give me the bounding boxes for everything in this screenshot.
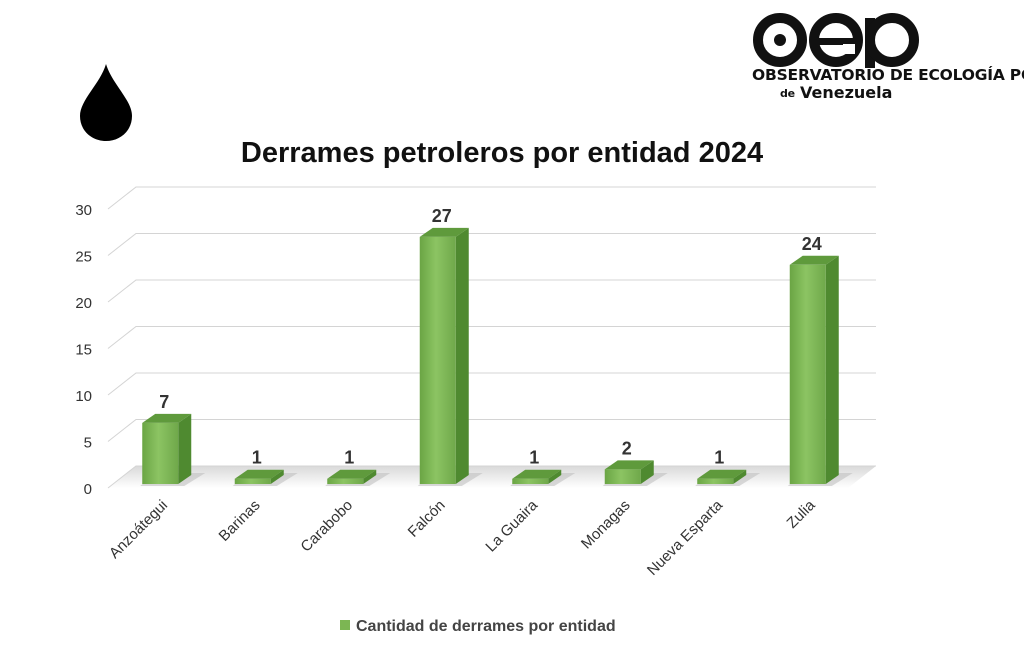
data-label: 1 <box>252 448 262 468</box>
x-tick-label: Falcón <box>405 497 449 541</box>
x-tick-label: Anzoátegui <box>106 497 171 562</box>
bar-top <box>327 469 377 479</box>
bar-side <box>733 469 747 484</box>
bar-side <box>270 469 284 484</box>
bar-side <box>640 460 654 484</box>
oil-drop-icon <box>80 64 132 141</box>
bar-top <box>789 255 839 265</box>
x-tick-label: Barinas <box>216 497 264 545</box>
y-axis-ticks: 0 5 10 15 20 25 30 <box>75 202 92 498</box>
bar-side <box>455 227 469 484</box>
data-label: 1 <box>714 448 724 468</box>
bar-front <box>604 469 641 484</box>
floor <box>108 466 876 488</box>
bar-Carabobo <box>325 469 391 486</box>
bar-Anzoátegui <box>140 413 206 486</box>
bar-Barinas <box>232 469 298 486</box>
x-tick-label: Monagas <box>578 497 634 553</box>
bar-side <box>178 413 192 484</box>
gridline <box>107 279 876 303</box>
bar-Falcón <box>417 227 483 486</box>
x-tick-label: Carabobo <box>297 497 356 556</box>
x-tick-label: La Guaira <box>482 496 541 555</box>
x-tick-label: Zulia <box>784 496 819 531</box>
bar-La Guaira <box>510 469 576 486</box>
bar-top <box>512 469 562 479</box>
bar-front <box>697 478 734 484</box>
data-label: 1 <box>344 448 354 468</box>
x-tick-label: Nueva Esparta <box>644 496 727 579</box>
oep-logo: OBSERVATORIO DE ECOLOGÍA POLÍTICA de Ven… <box>752 13 1024 102</box>
legend-label: Cantidad de derrames por entidad <box>356 618 616 635</box>
bar-side <box>825 255 839 484</box>
bar-front <box>234 478 271 484</box>
y-tick-label: 0 <box>84 481 92 498</box>
logo-line1: OBSERVATORIO DE ECOLOGÍA POLÍTICA <box>752 65 1024 84</box>
gridlines <box>107 186 876 489</box>
bar-front <box>512 478 549 484</box>
gridline <box>107 233 876 256</box>
gridline <box>107 372 876 396</box>
bar-front <box>419 236 456 484</box>
bar-top <box>234 469 284 479</box>
bar-front <box>789 264 826 484</box>
bar-Zulia <box>787 255 853 486</box>
y-tick-label: 10 <box>75 388 92 405</box>
data-label: 2 <box>622 438 632 458</box>
bar-front <box>142 422 179 484</box>
data-label: 1 <box>529 448 539 468</box>
x-axis-labels: Anzoátegui Barinas Carabobo Falcón La Guaira… <box>106 496 819 579</box>
legend: Cantidad de derrames por entidad <box>340 618 616 635</box>
logo-line2-prefix: de <box>780 87 795 100</box>
y-tick-label: 15 <box>75 342 92 359</box>
data-label: 24 <box>802 234 822 254</box>
bar-Nueva Esparta <box>695 469 761 486</box>
gridline <box>107 419 876 442</box>
logo-line2: Venezuela <box>800 83 892 102</box>
data-labels: 7 1 1 27 1 2 1 24 <box>159 206 822 468</box>
bar-top <box>604 460 654 470</box>
gridline <box>107 326 876 349</box>
chart-title: Derrames petroleros por entidad 2024 <box>241 137 763 169</box>
bar-top <box>419 227 469 237</box>
data-label: 7 <box>159 392 169 412</box>
legend-swatch <box>340 620 350 630</box>
bar-top <box>697 469 747 479</box>
bar-front <box>327 478 364 484</box>
bar-side <box>548 469 562 484</box>
y-tick-label: 25 <box>75 249 92 266</box>
bar-side <box>363 469 377 484</box>
data-label: 27 <box>432 206 452 226</box>
y-tick-label: 20 <box>75 295 92 312</box>
gridline <box>107 186 876 210</box>
y-tick-label: 30 <box>75 202 92 219</box>
bars <box>140 227 853 486</box>
bar-Monagas <box>602 460 668 486</box>
bar-top <box>142 413 192 423</box>
y-tick-label: 5 <box>84 435 92 452</box>
